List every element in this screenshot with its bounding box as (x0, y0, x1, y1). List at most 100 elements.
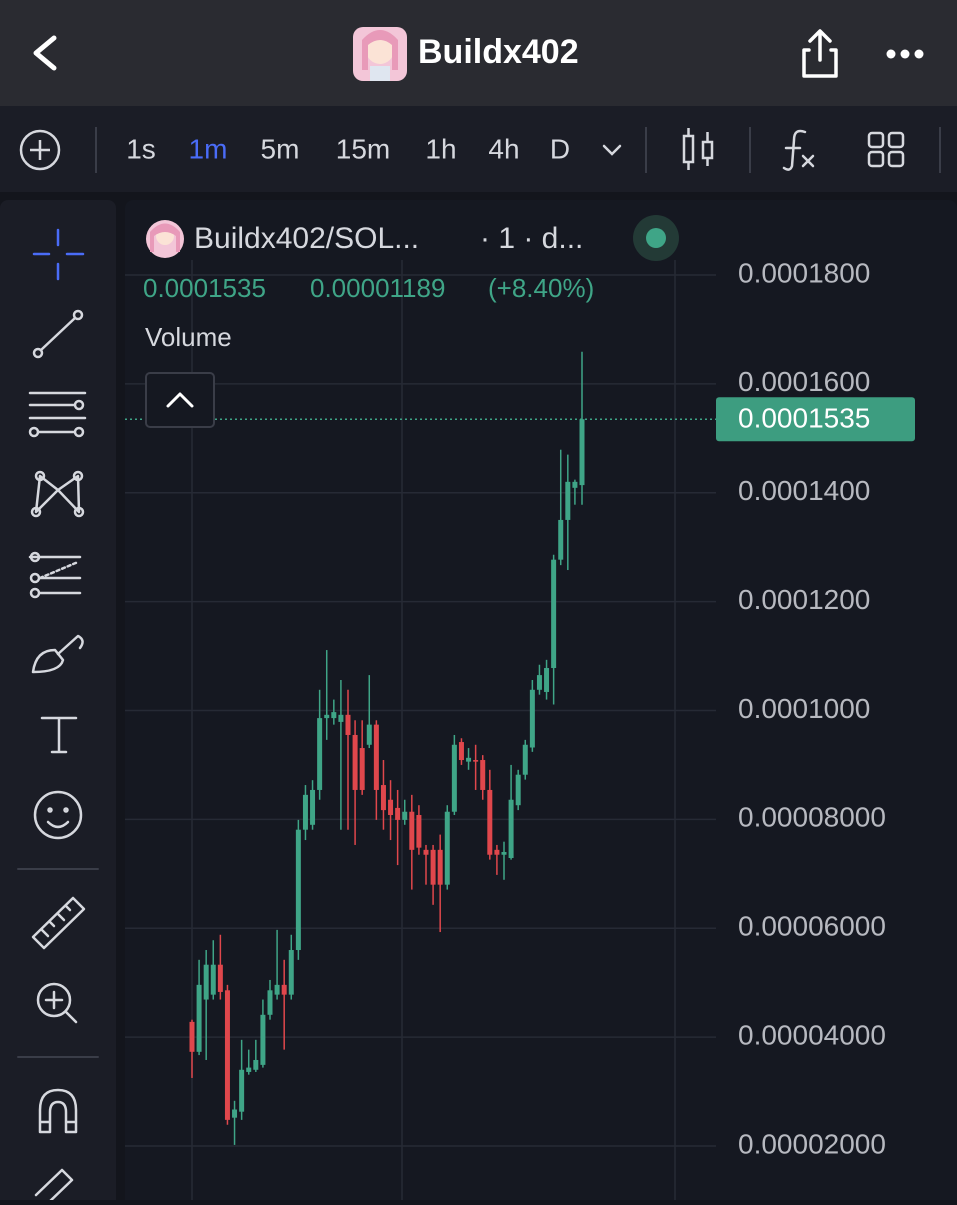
timeframe-option[interactable]: 5m (261, 133, 300, 164)
quote-change-pct: (+8.40%) (488, 273, 594, 303)
more-button[interactable] (886, 49, 924, 59)
top-bar (0, 0, 957, 106)
candle-body (444, 811, 450, 885)
candle-body (210, 964, 216, 995)
candle-body (579, 419, 585, 486)
candle-body (317, 718, 323, 790)
candle-body (203, 964, 209, 1000)
candle-body (232, 1109, 238, 1118)
candle-body (536, 675, 542, 690)
candle-body (480, 760, 486, 790)
candle-body (274, 984, 280, 995)
zoom-tool[interactable] (36, 982, 78, 1024)
emoji-tool[interactable] (33, 790, 83, 840)
timeframe-option[interactable]: 1s (126, 133, 156, 164)
candle-body (458, 742, 464, 761)
timeframe-option[interactable]: D (550, 133, 570, 164)
text-tool[interactable] (40, 716, 78, 754)
chart-panel (125, 200, 957, 1205)
candle-body (515, 774, 521, 806)
candle-body (217, 964, 223, 992)
timeframe-option[interactable]: 4h (488, 133, 519, 164)
chart-type-button[interactable] (682, 128, 714, 170)
collapse-button[interactable] (145, 372, 215, 428)
timeframe-option[interactable]: 1m (189, 133, 228, 164)
candle-body (551, 559, 557, 669)
candle-body (572, 481, 578, 488)
price-tag-label: 0.0001535 (738, 403, 870, 434)
candle-body (423, 849, 429, 855)
candle-body (409, 811, 415, 850)
candle-body (395, 807, 401, 820)
candle-body (544, 668, 550, 692)
candle-body (338, 714, 344, 722)
timeframe-dropdown[interactable] (602, 144, 622, 156)
candle-body (437, 849, 443, 885)
quote-change: 0.00001189 (310, 273, 445, 303)
candle-body (487, 789, 493, 855)
candle-body (565, 481, 571, 520)
candle-body (416, 815, 422, 848)
y-tick-label: 0.0001600 (738, 366, 870, 397)
candle-body (359, 748, 365, 790)
candle-body (281, 984, 287, 995)
pair-interval: · 1 · d... (480, 222, 583, 255)
timeframe-option[interactable]: 1h (425, 133, 456, 164)
candles (189, 351, 585, 1145)
candle-body (302, 794, 308, 830)
candle-body (288, 950, 294, 995)
quote-price: 0.0001535 (143, 273, 266, 303)
candle-body (253, 1059, 259, 1070)
candle-body (310, 789, 316, 825)
candle-body (189, 1021, 195, 1052)
lock-tool[interactable] (34, 1168, 74, 1205)
candle-body (466, 757, 472, 762)
candle-body (331, 712, 337, 719)
candle-body (239, 1069, 245, 1112)
price-tag (716, 397, 915, 442)
ruler-tool[interactable] (31, 896, 86, 950)
crosshair-tool[interactable] (32, 228, 85, 281)
candle-body (494, 849, 500, 855)
candle-body (558, 519, 564, 560)
pattern-tool[interactable] (30, 470, 85, 518)
candle-body (324, 714, 330, 719)
layout-button[interactable] (867, 131, 905, 168)
price-axis: 0.00002000 0.00004000 0.00006000 0.00008000… (125, 257, 915, 1159)
magnet-tool[interactable] (38, 1088, 78, 1134)
y-tick-label: 0.00004000 (738, 1020, 886, 1051)
candle-body (366, 724, 372, 745)
pair-avatar (146, 220, 184, 258)
status-dot (646, 228, 666, 248)
timeframe-group: 1s 1m 5m 15m 1h 4h D (126, 133, 570, 164)
candle-body (473, 760, 479, 762)
candle-body (380, 785, 386, 811)
y-tick-label: 0.0001400 (738, 475, 870, 506)
candle-body (352, 734, 358, 790)
drawing-toolbar (0, 200, 116, 1205)
y-tick-label: 0.0001200 (738, 584, 870, 615)
candle-body (224, 990, 230, 1120)
candle-body (345, 714, 351, 735)
share-button[interactable] (802, 29, 838, 78)
candle-body (295, 829, 301, 951)
candle-body (451, 744, 457, 812)
candle-body (522, 744, 528, 775)
candle-body (196, 984, 202, 1052)
candle-body (508, 799, 514, 859)
back-button[interactable] (33, 35, 57, 71)
candle-body (260, 1014, 266, 1065)
timeframe-option[interactable]: 15m (336, 133, 390, 164)
candle-body (373, 724, 379, 790)
candle-body (267, 990, 273, 1015)
parallel-lines-tool[interactable] (28, 391, 87, 438)
fib-tool[interactable] (28, 551, 82, 599)
y-tick-label: 0.00006000 (738, 911, 886, 942)
candle-body (529, 689, 535, 748)
brush-tool[interactable] (31, 634, 84, 674)
add-button[interactable] (19, 129, 61, 171)
trendline-tool[interactable] (32, 309, 84, 359)
indicators-button[interactable] (782, 129, 815, 171)
